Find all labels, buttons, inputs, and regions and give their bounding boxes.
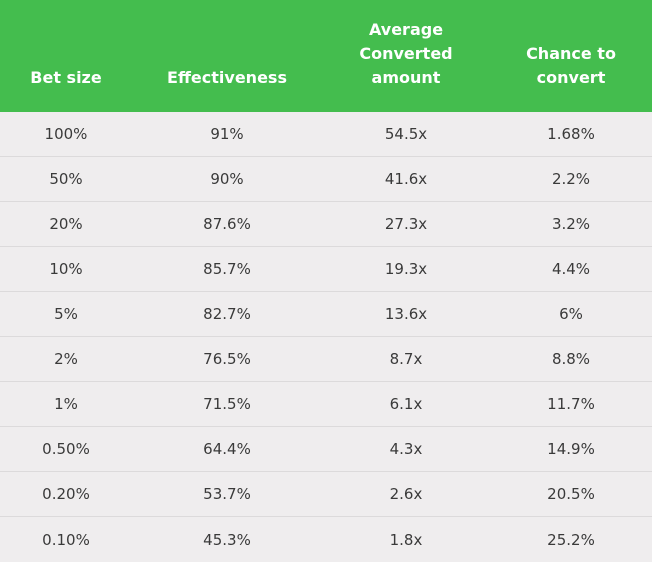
cell-effectiveness: 87.6% <box>203 215 251 233</box>
header-chance-line-2: convert <box>536 68 606 87</box>
table-row: 0.20% 53.7% 2.6x 20.5% <box>0 472 652 517</box>
cell-average-converted-amount: 41.6x <box>384 170 428 188</box>
cell-chance-to-convert: 25.2% <box>547 530 595 549</box>
table-row: 0.50% 64.4% 4.3x 14.9% <box>0 427 652 472</box>
cell-bet-size: 1% <box>54 395 78 413</box>
cell-bet-size: 100% <box>44 125 88 143</box>
cell-effectiveness: 90% <box>210 170 244 188</box>
header-effectiveness: Effectiveness <box>132 66 322 90</box>
table-row: 100% 91% 54.5x 1.68% <box>0 112 652 157</box>
cell-average-converted-amount: 54.5x <box>384 125 428 143</box>
cell-average-converted-amount: 6.1x <box>389 395 423 413</box>
cell-effectiveness: 76.5% <box>203 350 251 368</box>
header-average-line-3: amount <box>371 68 441 87</box>
cell-effectiveness: 85.7% <box>203 260 251 278</box>
cell-average-converted-amount: 13.6x <box>384 305 428 323</box>
cell-bet-size: 0.20% <box>42 485 90 503</box>
header-average-line-1: Average <box>368 20 444 39</box>
cell-chance-to-convert: 4.4% <box>551 260 591 278</box>
cell-chance-to-convert: 14.9% <box>547 440 595 458</box>
cell-chance-to-convert: 6% <box>559 305 583 323</box>
header-bet-size-label: Bet size <box>30 68 102 87</box>
table-body: 100% 91% 54.5x 1.68% 50% 90% 41.6x 2.2% … <box>0 112 652 562</box>
cell-chance-to-convert: 1.68% <box>547 125 595 143</box>
cell-average-converted-amount: 1.8x <box>389 530 423 549</box>
cell-bet-size: 0.10% <box>42 530 90 549</box>
table-row: 2% 76.5% 8.7x 8.8% <box>0 337 652 382</box>
cell-bet-size: 0.50% <box>42 440 90 458</box>
cell-bet-size: 50% <box>49 170 83 188</box>
cell-effectiveness: 64.4% <box>203 440 251 458</box>
cell-average-converted-amount: 2.6x <box>389 485 423 503</box>
table-row: 10% 85.7% 19.3x 4.4% <box>0 247 652 292</box>
cell-chance-to-convert: 3.2% <box>551 215 591 233</box>
cell-average-converted-amount: 27.3x <box>384 215 428 233</box>
header-effectiveness-label: Effectiveness <box>167 68 287 87</box>
table-row: 50% 90% 41.6x 2.2% <box>0 157 652 202</box>
table-row: 1% 71.5% 6.1x 11.7% <box>0 382 652 427</box>
table-header: Bet size Effectiveness Average Converted… <box>0 0 652 112</box>
cell-bet-size: 5% <box>54 305 78 323</box>
cell-bet-size: 10% <box>49 260 83 278</box>
cell-average-converted-amount: 8.7x <box>389 350 423 368</box>
table-row: 5% 82.7% 13.6x 6% <box>0 292 652 337</box>
header-bet-size: Bet size <box>0 66 132 90</box>
cell-chance-to-convert: 2.2% <box>551 170 591 188</box>
cell-effectiveness: 82.7% <box>203 305 251 323</box>
header-chance-line-1: Chance to <box>526 44 616 63</box>
header-average-converted-amount: Average Converted amount <box>322 18 490 90</box>
cell-effectiveness: 91% <box>210 125 244 143</box>
cell-chance-to-convert: 8.8% <box>551 350 591 368</box>
table-row: 0.10% 45.3% 1.8x 25.2% <box>0 517 652 562</box>
table-row: 20% 87.6% 27.3x 3.2% <box>0 202 652 247</box>
cell-chance-to-convert: 11.7% <box>547 395 595 413</box>
cell-average-converted-amount: 4.3x <box>389 440 423 458</box>
cell-chance-to-convert: 20.5% <box>547 485 595 503</box>
cell-average-converted-amount: 19.3x <box>384 260 428 278</box>
cell-bet-size: 2% <box>54 350 78 368</box>
header-average-line-2: Converted <box>359 44 453 63</box>
cell-effectiveness: 53.7% <box>203 485 251 503</box>
header-chance-to-convert: Chance to convert <box>490 42 652 90</box>
cell-effectiveness: 71.5% <box>203 395 251 413</box>
cell-effectiveness: 45.3% <box>203 530 251 549</box>
cell-bet-size: 20% <box>49 215 83 233</box>
